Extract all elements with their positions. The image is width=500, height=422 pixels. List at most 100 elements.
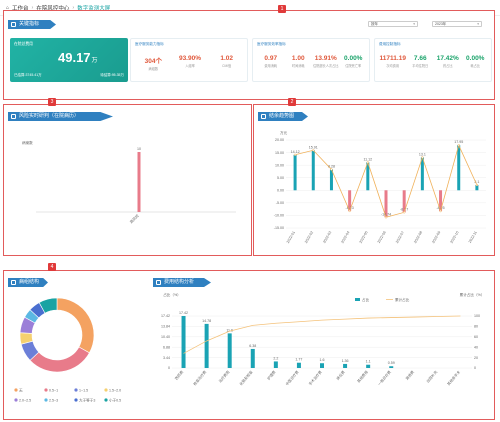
x-tick-label: 2022-07	[395, 231, 405, 244]
pie-slice	[38, 297, 58, 314]
trend-bar	[366, 162, 370, 191]
x-tick-label: 2022-05	[359, 231, 369, 244]
trend-bar	[293, 154, 297, 191]
trend-bar	[420, 157, 424, 191]
x-tick-label: 护理费	[266, 369, 277, 381]
trend-point	[421, 156, 424, 159]
period-select[interactable]: 按年 ▾	[368, 21, 418, 27]
metric: 0.00% 耗占比	[462, 55, 490, 68]
y-tick-label: 10.00	[275, 163, 284, 167]
x-tick-label: 手术治疗费	[307, 369, 323, 386]
chevron-down-icon: ▾	[477, 22, 479, 26]
y1-tick-label: 10.40	[161, 335, 170, 339]
metric-label: 病组数	[148, 67, 159, 71]
trend-value-label: -8.25	[436, 206, 444, 210]
cost-bar	[296, 362, 301, 368]
x-tick-label: 西药费	[174, 369, 185, 381]
marker-1: 1	[278, 5, 286, 13]
x-tick-label: 2022-06	[377, 231, 387, 244]
cost-value-label: 0.59	[388, 361, 395, 365]
y-tick-label: 0.00	[277, 188, 284, 192]
cost-value-label: 1.77	[295, 358, 302, 362]
breadcrumb-separator: ›	[31, 4, 34, 11]
metric-label: 时间消耗	[291, 64, 305, 68]
risk-bar-value: 10	[137, 147, 141, 151]
trend-bar	[475, 185, 479, 191]
trend-point	[348, 209, 351, 213]
trend-point	[293, 153, 297, 156]
kpi-title: 关键指标	[8, 20, 56, 29]
breadcrumb-home[interactable]: 工作台	[12, 5, 29, 12]
metric-value: 1.02	[220, 55, 233, 62]
metric: 17.42% 药占比	[434, 55, 462, 68]
cost-value-label: 14.78	[202, 319, 211, 323]
trend-value-label: 14.12	[291, 150, 300, 154]
metric-label: 住院死亡率	[345, 64, 362, 68]
marker-2: 2	[288, 98, 296, 106]
y2-tick-label: 60	[474, 335, 478, 339]
cost-value-label: 17.42	[179, 311, 188, 315]
home-icon[interactable]: ⌂	[6, 4, 10, 11]
metric-label: 平均住院日	[412, 64, 429, 68]
legend-dot	[14, 398, 18, 402]
cost-control-card: 费用控制指标 11711.19 次均费用 7.66 平均住院日 17.42% 药占比 0.0…	[374, 38, 492, 82]
legend-dot	[104, 398, 108, 402]
cost-bar	[320, 363, 324, 368]
metric-label: 耗占比	[470, 64, 481, 68]
cost-title: 费用结构分析	[153, 278, 211, 287]
settled-text: 已结算:3745.41万	[14, 73, 42, 77]
disease-pie-chart: 无 0.5~1 1~1.5 1.5~2.0 2.0~2.5 2.5~3 大于等于3 小于0.5	[14, 297, 121, 402]
legend-dot	[44, 388, 48, 392]
y-tick-label: 5.00	[277, 176, 284, 180]
y1-tick-label: 0	[168, 366, 170, 370]
x-tick-label: 2022-10	[450, 231, 460, 244]
y-axis-label: 病案数	[22, 140, 33, 145]
trend-bar	[311, 150, 315, 191]
x-tick-label: 出院补充	[425, 369, 438, 384]
pie-slice	[29, 346, 90, 373]
metric-label: 住院超长人次占比	[313, 64, 339, 68]
y2-tick-label: 80	[474, 325, 478, 329]
trend-bar	[402, 190, 406, 213]
x-tick-label: 其他费	[404, 369, 415, 381]
total-cost-card: 在院总费用 49.17 万 已结算:3745.41万 待结算:95.35万	[10, 38, 128, 82]
x-tick-label: 高风险	[129, 213, 140, 224]
trend-bar	[329, 169, 333, 191]
cost-bar	[204, 323, 209, 368]
trend-point	[312, 149, 315, 152]
y2-tick-label: 0	[474, 366, 476, 370]
total-cost-value-wrap: 49.17 万	[58, 50, 98, 65]
x-tick-label: 2022-09	[431, 231, 441, 244]
x-tick-label: 其他非手术	[446, 369, 462, 386]
risk-panel	[3, 104, 252, 256]
marker-3: 3	[48, 98, 56, 106]
panel-icon	[11, 280, 16, 285]
trend-point	[457, 144, 460, 147]
x-tick-label: 2022-03	[322, 231, 332, 244]
trend-value-label: 2.1	[474, 180, 479, 184]
metric-value: 13.91%	[314, 55, 337, 62]
x-tick-label: 中医诊疗费	[284, 369, 300, 386]
trend-title: 结余趋势图	[258, 112, 308, 121]
legend-dot	[44, 398, 48, 402]
trend-bar	[384, 190, 388, 218]
legend-label: 0.5~1	[49, 388, 58, 392]
y2-tick-label: 40	[474, 345, 478, 349]
metric: 0.97 费用消耗	[257, 55, 285, 68]
x-tick-label: 床位费	[335, 369, 346, 381]
trend-value-label: -8.77	[400, 207, 408, 211]
y-tick-label: -15.00	[274, 226, 284, 230]
x-tick-label: 检查治疗费	[192, 369, 208, 386]
panel-icon	[11, 22, 16, 27]
year-select[interactable]: 2023年 ▾	[432, 21, 482, 27]
legend-label: 2.0~2.5	[19, 398, 31, 402]
trend-point	[403, 211, 406, 214]
metric-value: 0.00%	[466, 55, 485, 62]
panel-icon	[261, 114, 266, 119]
cost-value-label: 6.38	[249, 344, 256, 348]
trend-point	[330, 168, 333, 171]
trend-point	[439, 209, 442, 213]
card-title: 医疗服务能力指标	[135, 42, 164, 46]
trend-bar	[457, 145, 461, 191]
breadcrumb-section[interactable]: 在院风控中心	[36, 5, 70, 12]
